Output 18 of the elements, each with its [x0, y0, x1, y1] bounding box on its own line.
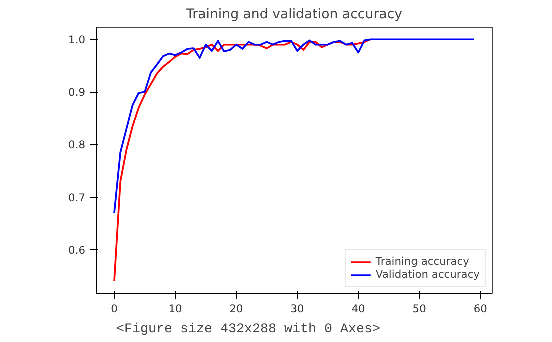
x-tick-label: 30 [290, 302, 305, 316]
y-tick-label: 0.9 [68, 86, 86, 100]
y-tick-label: 1.0 [68, 34, 86, 47]
x-tick-label: 60 [474, 302, 488, 316]
y-tick-label: 0.8 [68, 138, 86, 152]
x-tick-label: 20 [230, 302, 244, 316]
x-tick-label: 0 [111, 302, 118, 316]
line-series [114, 38, 372, 282]
text: <Figure size 432x288 with 0 Axes> [116, 322, 380, 338]
y-tick-label: 0.6 [68, 244, 86, 257]
x-tick-label: 10 [168, 302, 183, 316]
chart-title: Training and validation accuracy [185, 8, 403, 22]
line-series [114, 38, 476, 214]
x-tick-label: 50 [412, 302, 427, 316]
x-tick-label: 40 [352, 302, 366, 316]
y-tick-label: 0.7 [68, 191, 86, 204]
legend-label: Training accuracy [376, 255, 470, 268]
legend-label: Validation accuracy [376, 268, 480, 281]
